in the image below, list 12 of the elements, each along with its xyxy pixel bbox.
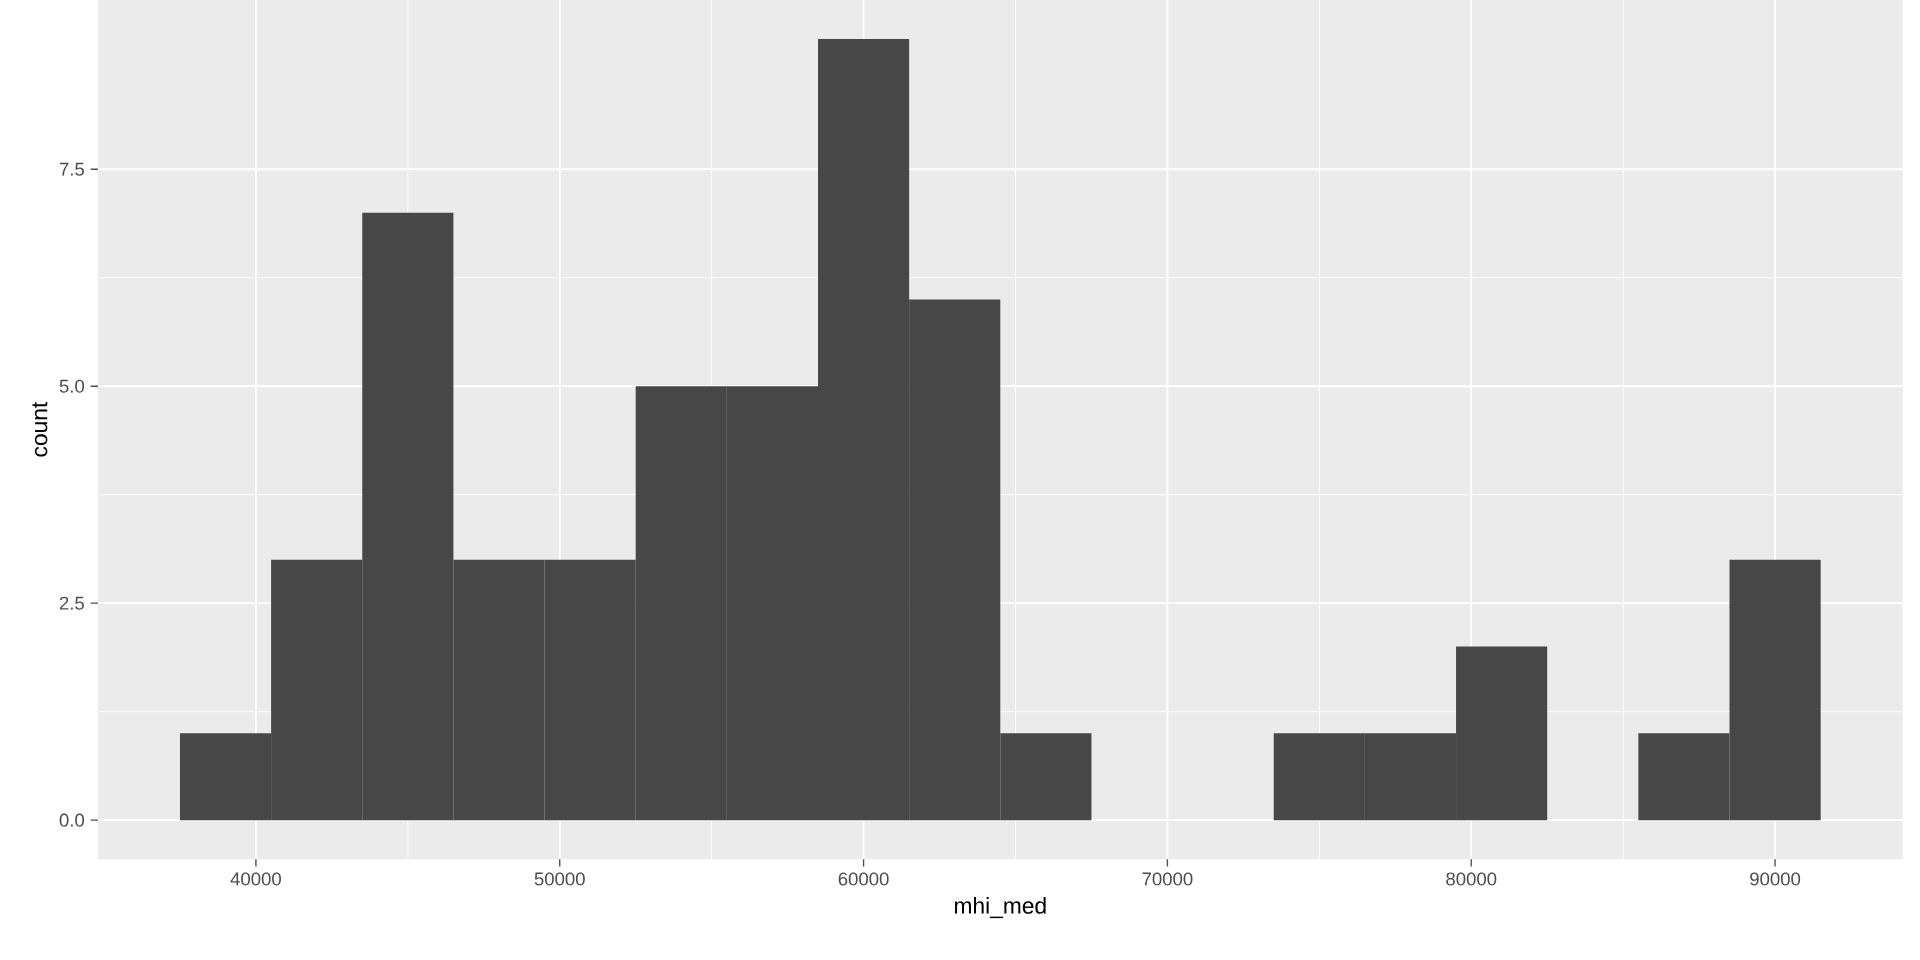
y-tick-label: 7.5 (59, 162, 84, 176)
x-tick-label: 50000 (534, 872, 585, 886)
x-tick-label: 40000 (230, 872, 281, 886)
x-tick-label: 80000 (1446, 872, 1497, 886)
x-tick-label: 70000 (1142, 872, 1193, 886)
x-tick-label: 60000 (838, 872, 889, 886)
y-tick-label: 0.0 (59, 813, 85, 827)
y-tick-label: 2.5 (59, 596, 84, 610)
x-tick-label: 90000 (1750, 872, 1801, 886)
y-tick-label: 5.0 (59, 379, 85, 393)
y-axis-title: count (32, 401, 48, 457)
x-axis-title: mhi_med (954, 897, 1046, 919)
